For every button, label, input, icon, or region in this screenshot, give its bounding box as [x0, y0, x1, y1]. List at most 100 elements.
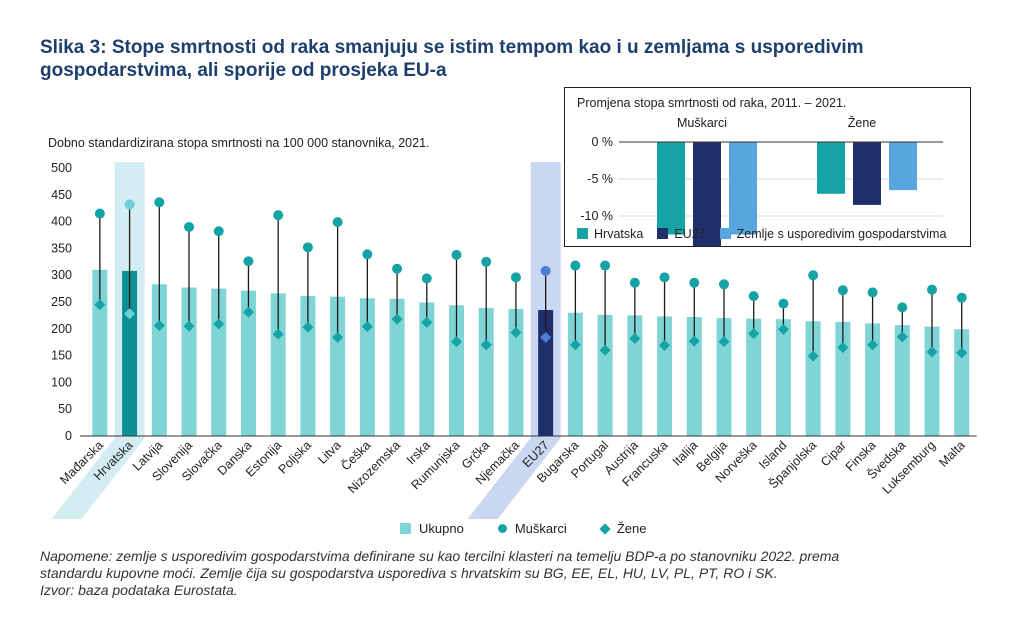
legend-label-muskarci: Muškarci	[514, 521, 567, 536]
bar-belgija	[716, 318, 732, 436]
x-tick-label-malta: Malta	[936, 438, 968, 470]
bar-madarska	[92, 269, 108, 436]
women-diamond-norveska	[748, 328, 760, 340]
women-diamond-grcka	[480, 339, 492, 351]
inset-swatch-peers	[719, 228, 731, 239]
inset-bar-zemlje-s-usporedivim-gospodarstvima-zene	[889, 142, 917, 191]
y-tick-label: 50	[58, 402, 72, 416]
women-diamond-slovenija	[183, 320, 195, 332]
inset-legend-label-hrvatska: Hrvatska	[594, 227, 644, 241]
inset-legend: Hrvatska EU27 Zemlje s usporedivim gospo…	[577, 227, 946, 241]
men-dot-rumunjska	[451, 249, 462, 260]
women-diamond-rumunjska	[451, 336, 462, 348]
men-dot-eu27	[540, 265, 551, 276]
men-dot-madarska	[94, 208, 105, 219]
men-dot-estonija	[273, 210, 284, 221]
bar-danska	[240, 290, 256, 436]
legend-swatch-dot	[497, 524, 507, 533]
figure-title: Slika 3: Stope smrtnosti od raka smanjuj…	[40, 37, 864, 81]
inset-bar-eu27-zene	[853, 142, 881, 205]
women-diamond-danska	[242, 306, 254, 318]
women-diamond-luksemburg	[926, 346, 938, 358]
women-diamond-latvija	[153, 320, 165, 332]
inset-y-tick-label: -5 %	[587, 172, 613, 186]
men-dot-slovacka	[213, 226, 224, 237]
inset-swatch-eu27	[657, 228, 669, 239]
women-diamond-francuska	[659, 339, 671, 351]
inset-legend-item-eu27: EU27	[657, 227, 706, 241]
men-dot-norveska	[748, 291, 759, 302]
bar-rumunjska	[449, 305, 464, 436]
main-chart: 050100150200250300350400450500MađarskaHr…	[51, 161, 977, 519]
legend-swatch-bar	[400, 523, 411, 534]
bar-austrija	[627, 315, 643, 436]
bar-eu27	[538, 310, 554, 436]
notes: Napomene: zemlje s usporedivim gospodars…	[40, 548, 1000, 599]
men-dot-nizozemska	[392, 263, 403, 274]
women-diamond-cipar	[837, 342, 849, 354]
main-chart-legend: Ukupno Muškarci Žene	[400, 521, 646, 536]
bar-latvija	[151, 284, 167, 436]
bar-portugal	[597, 314, 613, 436]
men-dot-francuska	[659, 272, 670, 283]
inset-legend-item-peers: Zemlje s usporedivim gospodarstvima	[719, 227, 946, 241]
inset-legend-label-eu27: EU27	[674, 227, 706, 241]
note-line-3: Izvor: baza podataka Eurostata.	[40, 582, 238, 598]
men-dot-litva	[332, 217, 343, 228]
bar-ceska	[359, 298, 375, 436]
women-diamond-nizozemska	[391, 313, 403, 325]
legend-item-ukupno: Ukupno	[400, 521, 464, 536]
legend-item-zene: Žene	[599, 521, 646, 536]
men-dot-latvija	[154, 197, 165, 208]
women-diamond-njemacka	[510, 327, 522, 339]
women-diamond-eu27	[540, 331, 552, 343]
men-dot-italija	[689, 277, 700, 288]
x-tick-label-poljska: Poljska	[276, 438, 314, 476]
inset-bar-hrvatska-muskarci	[657, 142, 685, 235]
women-diamond-ceska	[361, 321, 373, 333]
y-tick-label: 100	[51, 375, 72, 389]
women-diamond-litva	[332, 331, 344, 343]
bar-estonija	[270, 293, 286, 436]
bar-norveska	[746, 318, 762, 436]
bar-malta	[954, 329, 970, 436]
bar-spanjolska	[805, 321, 821, 436]
men-dot-grcka	[481, 256, 492, 267]
inset-group-label-zene: Žene	[848, 115, 877, 130]
men-dot-cipar	[837, 285, 848, 296]
main-chart-subtitle: Dobno standardizirana stopa smrtnosti na…	[48, 136, 430, 150]
y-tick-label: 0	[65, 429, 72, 443]
men-dot-bugarska	[570, 260, 581, 271]
bar-svedska	[894, 325, 910, 436]
highlight-band-hrvatska	[51, 162, 145, 519]
bar-irska	[419, 302, 435, 436]
legend-swatch-diamond	[599, 522, 611, 535]
men-dot-austrija	[629, 277, 640, 288]
inset-swatch-hrvatska	[577, 228, 588, 239]
women-diamond-madarska	[94, 299, 106, 311]
bar-poljska	[300, 296, 316, 436]
men-dot-njemacka	[510, 272, 521, 283]
women-diamond-belgija	[718, 336, 730, 348]
women-diamond-hrvatska	[124, 308, 136, 320]
bar-njemacka	[508, 308, 524, 436]
women-diamond-irska	[421, 316, 433, 328]
men-dot-poljska	[302, 242, 313, 253]
highlight-band-eu27	[467, 162, 561, 519]
y-tick-label: 200	[51, 322, 72, 336]
men-dot-ceska	[362, 249, 373, 260]
inset-bar-eu27-muskarci	[693, 142, 721, 246]
women-diamond-austrija	[629, 332, 641, 344]
inset-legend-item-hrvatska: Hrvatska	[577, 227, 643, 241]
women-diamond-island	[777, 323, 789, 335]
women-diamond-finska	[867, 339, 879, 351]
men-dot-svedska	[897, 302, 908, 313]
men-dot-malta	[956, 292, 967, 303]
men-dot-danska	[243, 256, 254, 267]
y-tick-label: 350	[51, 241, 72, 255]
women-diamond-estonija	[272, 328, 284, 340]
women-diamond-malta	[956, 347, 968, 359]
bar-finska	[865, 323, 881, 436]
y-tick-label: 300	[51, 268, 72, 282]
